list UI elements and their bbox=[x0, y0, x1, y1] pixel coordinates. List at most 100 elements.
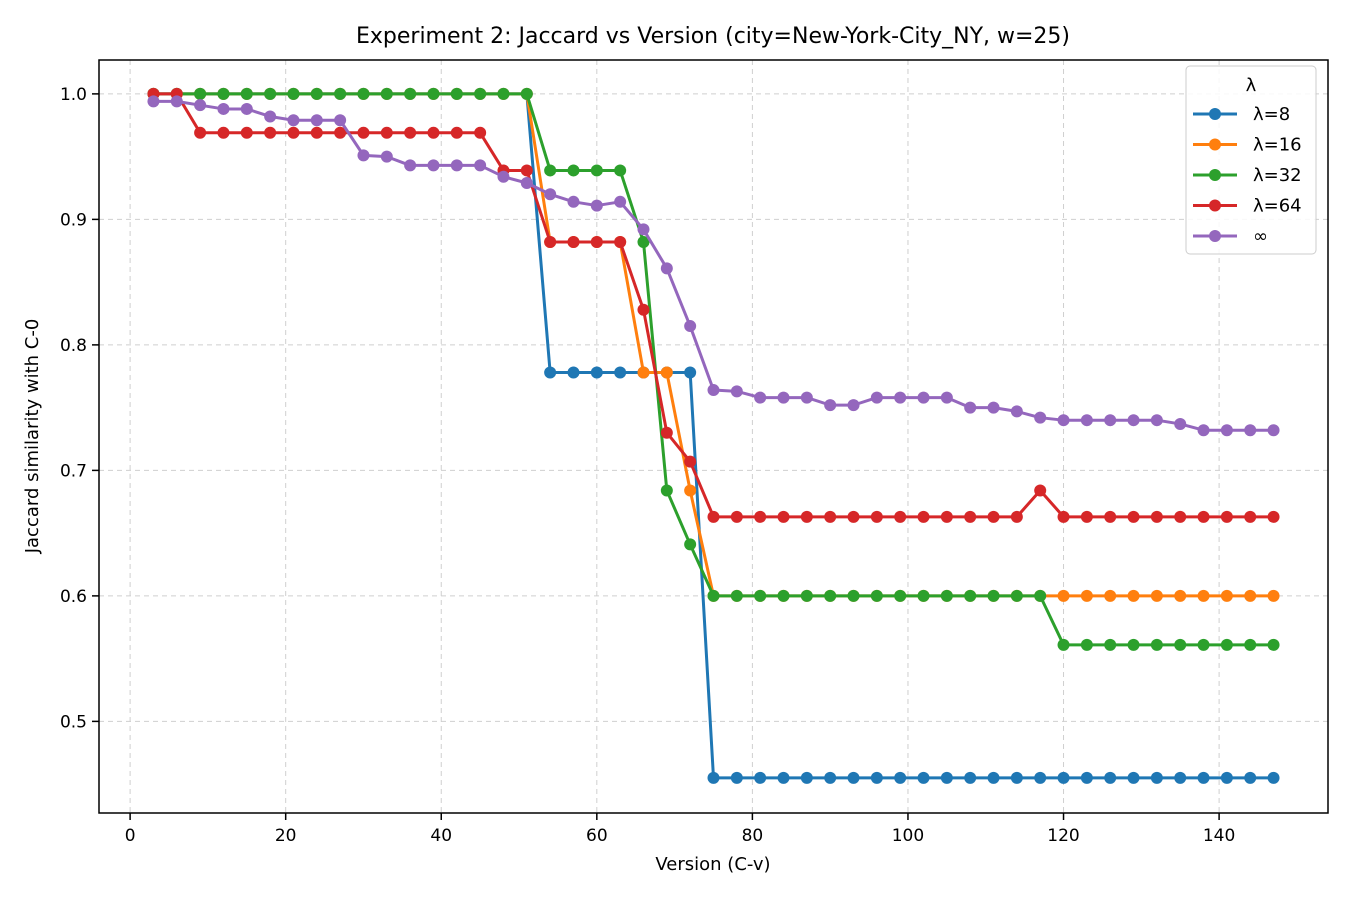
data-point bbox=[450, 159, 463, 172]
data-point bbox=[1174, 510, 1187, 523]
data-point bbox=[847, 589, 860, 602]
data-point bbox=[684, 538, 697, 551]
data-point bbox=[450, 126, 463, 139]
data-point bbox=[847, 510, 860, 523]
data-point bbox=[777, 589, 790, 602]
data-point bbox=[567, 164, 580, 177]
data-point bbox=[684, 366, 697, 379]
legend-swatch-marker bbox=[1209, 169, 1221, 181]
x-tick-label: 60 bbox=[586, 826, 608, 846]
data-point bbox=[707, 771, 720, 784]
x-tick-label: 100 bbox=[892, 826, 924, 846]
data-point bbox=[637, 223, 650, 236]
data-point bbox=[1267, 424, 1280, 437]
data-point bbox=[217, 87, 230, 100]
data-point bbox=[940, 391, 953, 404]
data-point bbox=[474, 87, 487, 100]
series-line bbox=[153, 92, 1274, 647]
data-point bbox=[1197, 424, 1210, 437]
legend-swatch-marker bbox=[1209, 230, 1221, 242]
plot-frame bbox=[98, 59, 1329, 814]
data-point bbox=[987, 401, 1000, 414]
data-point bbox=[194, 87, 207, 100]
y-axis-label: Jaccard similarity with C-0 bbox=[22, 319, 43, 555]
data-point bbox=[614, 195, 627, 208]
data-point bbox=[894, 510, 907, 523]
data-point bbox=[380, 126, 393, 139]
series-line bbox=[153, 92, 1274, 780]
data-point bbox=[824, 771, 837, 784]
data-point bbox=[334, 87, 347, 100]
data-point bbox=[917, 391, 930, 404]
data-point bbox=[1267, 638, 1280, 651]
data-point bbox=[824, 399, 837, 412]
data-point bbox=[1104, 510, 1117, 523]
data-point bbox=[264, 126, 277, 139]
data-point bbox=[754, 391, 767, 404]
x-tick-label: 20 bbox=[275, 826, 297, 846]
x-tick-label: 140 bbox=[1203, 826, 1235, 846]
data-point bbox=[730, 510, 743, 523]
data-point bbox=[1080, 638, 1093, 651]
data-point bbox=[474, 159, 487, 172]
data-point bbox=[334, 114, 347, 127]
data-point bbox=[240, 126, 253, 139]
data-point bbox=[1244, 589, 1257, 602]
legend-label: λ=64 bbox=[1253, 196, 1302, 217]
data-point bbox=[1080, 510, 1093, 523]
legend-label: λ=16 bbox=[1253, 135, 1302, 156]
data-point bbox=[217, 102, 230, 115]
data-point bbox=[380, 87, 393, 100]
data-point bbox=[1010, 771, 1023, 784]
data-point bbox=[1244, 424, 1257, 437]
data-point bbox=[1057, 638, 1070, 651]
x-tick-label: 80 bbox=[742, 826, 764, 846]
data-point bbox=[357, 87, 370, 100]
series-2 bbox=[147, 87, 1280, 651]
data-point bbox=[614, 366, 627, 379]
data-point bbox=[870, 589, 883, 602]
data-point bbox=[1010, 510, 1023, 523]
data-point bbox=[1197, 638, 1210, 651]
x-tick-label: 40 bbox=[430, 826, 452, 846]
data-point bbox=[964, 589, 977, 602]
data-point bbox=[520, 164, 533, 177]
data-point bbox=[544, 235, 557, 248]
data-point bbox=[1220, 589, 1233, 602]
data-point bbox=[1220, 638, 1233, 651]
data-point bbox=[684, 455, 697, 468]
legend-label: λ=8 bbox=[1253, 104, 1290, 125]
data-point bbox=[567, 366, 580, 379]
data-point bbox=[1150, 638, 1163, 651]
data-point bbox=[1010, 405, 1023, 418]
data-point bbox=[964, 510, 977, 523]
data-point bbox=[800, 391, 813, 404]
data-point bbox=[1267, 510, 1280, 523]
data-point bbox=[357, 149, 370, 162]
series-4 bbox=[147, 95, 1280, 437]
legend: λ λ=8 λ=16 λ=32 λ=64 ∞ bbox=[1185, 65, 1317, 255]
data-point bbox=[357, 126, 370, 139]
data-point bbox=[497, 87, 510, 100]
data-point bbox=[544, 164, 557, 177]
data-point bbox=[1220, 771, 1233, 784]
data-point bbox=[917, 589, 930, 602]
data-point bbox=[1174, 417, 1187, 430]
data-point bbox=[404, 159, 417, 172]
data-point bbox=[1104, 638, 1117, 651]
data-point bbox=[894, 771, 907, 784]
data-point bbox=[754, 771, 767, 784]
chart-title: Experiment 2: Jaccard vs Version (city=N… bbox=[356, 24, 1070, 49]
data-point bbox=[614, 235, 627, 248]
legend-items: λ=8 λ=16 λ=32 λ=64 ∞ bbox=[1193, 104, 1302, 247]
data-point bbox=[777, 391, 790, 404]
data-point bbox=[940, 510, 953, 523]
data-point bbox=[964, 771, 977, 784]
data-point bbox=[964, 401, 977, 414]
data-point bbox=[917, 510, 930, 523]
data-point bbox=[520, 87, 533, 100]
data-point bbox=[264, 110, 277, 123]
data-point bbox=[194, 99, 207, 112]
data-point bbox=[660, 262, 673, 275]
data-point bbox=[1150, 510, 1163, 523]
